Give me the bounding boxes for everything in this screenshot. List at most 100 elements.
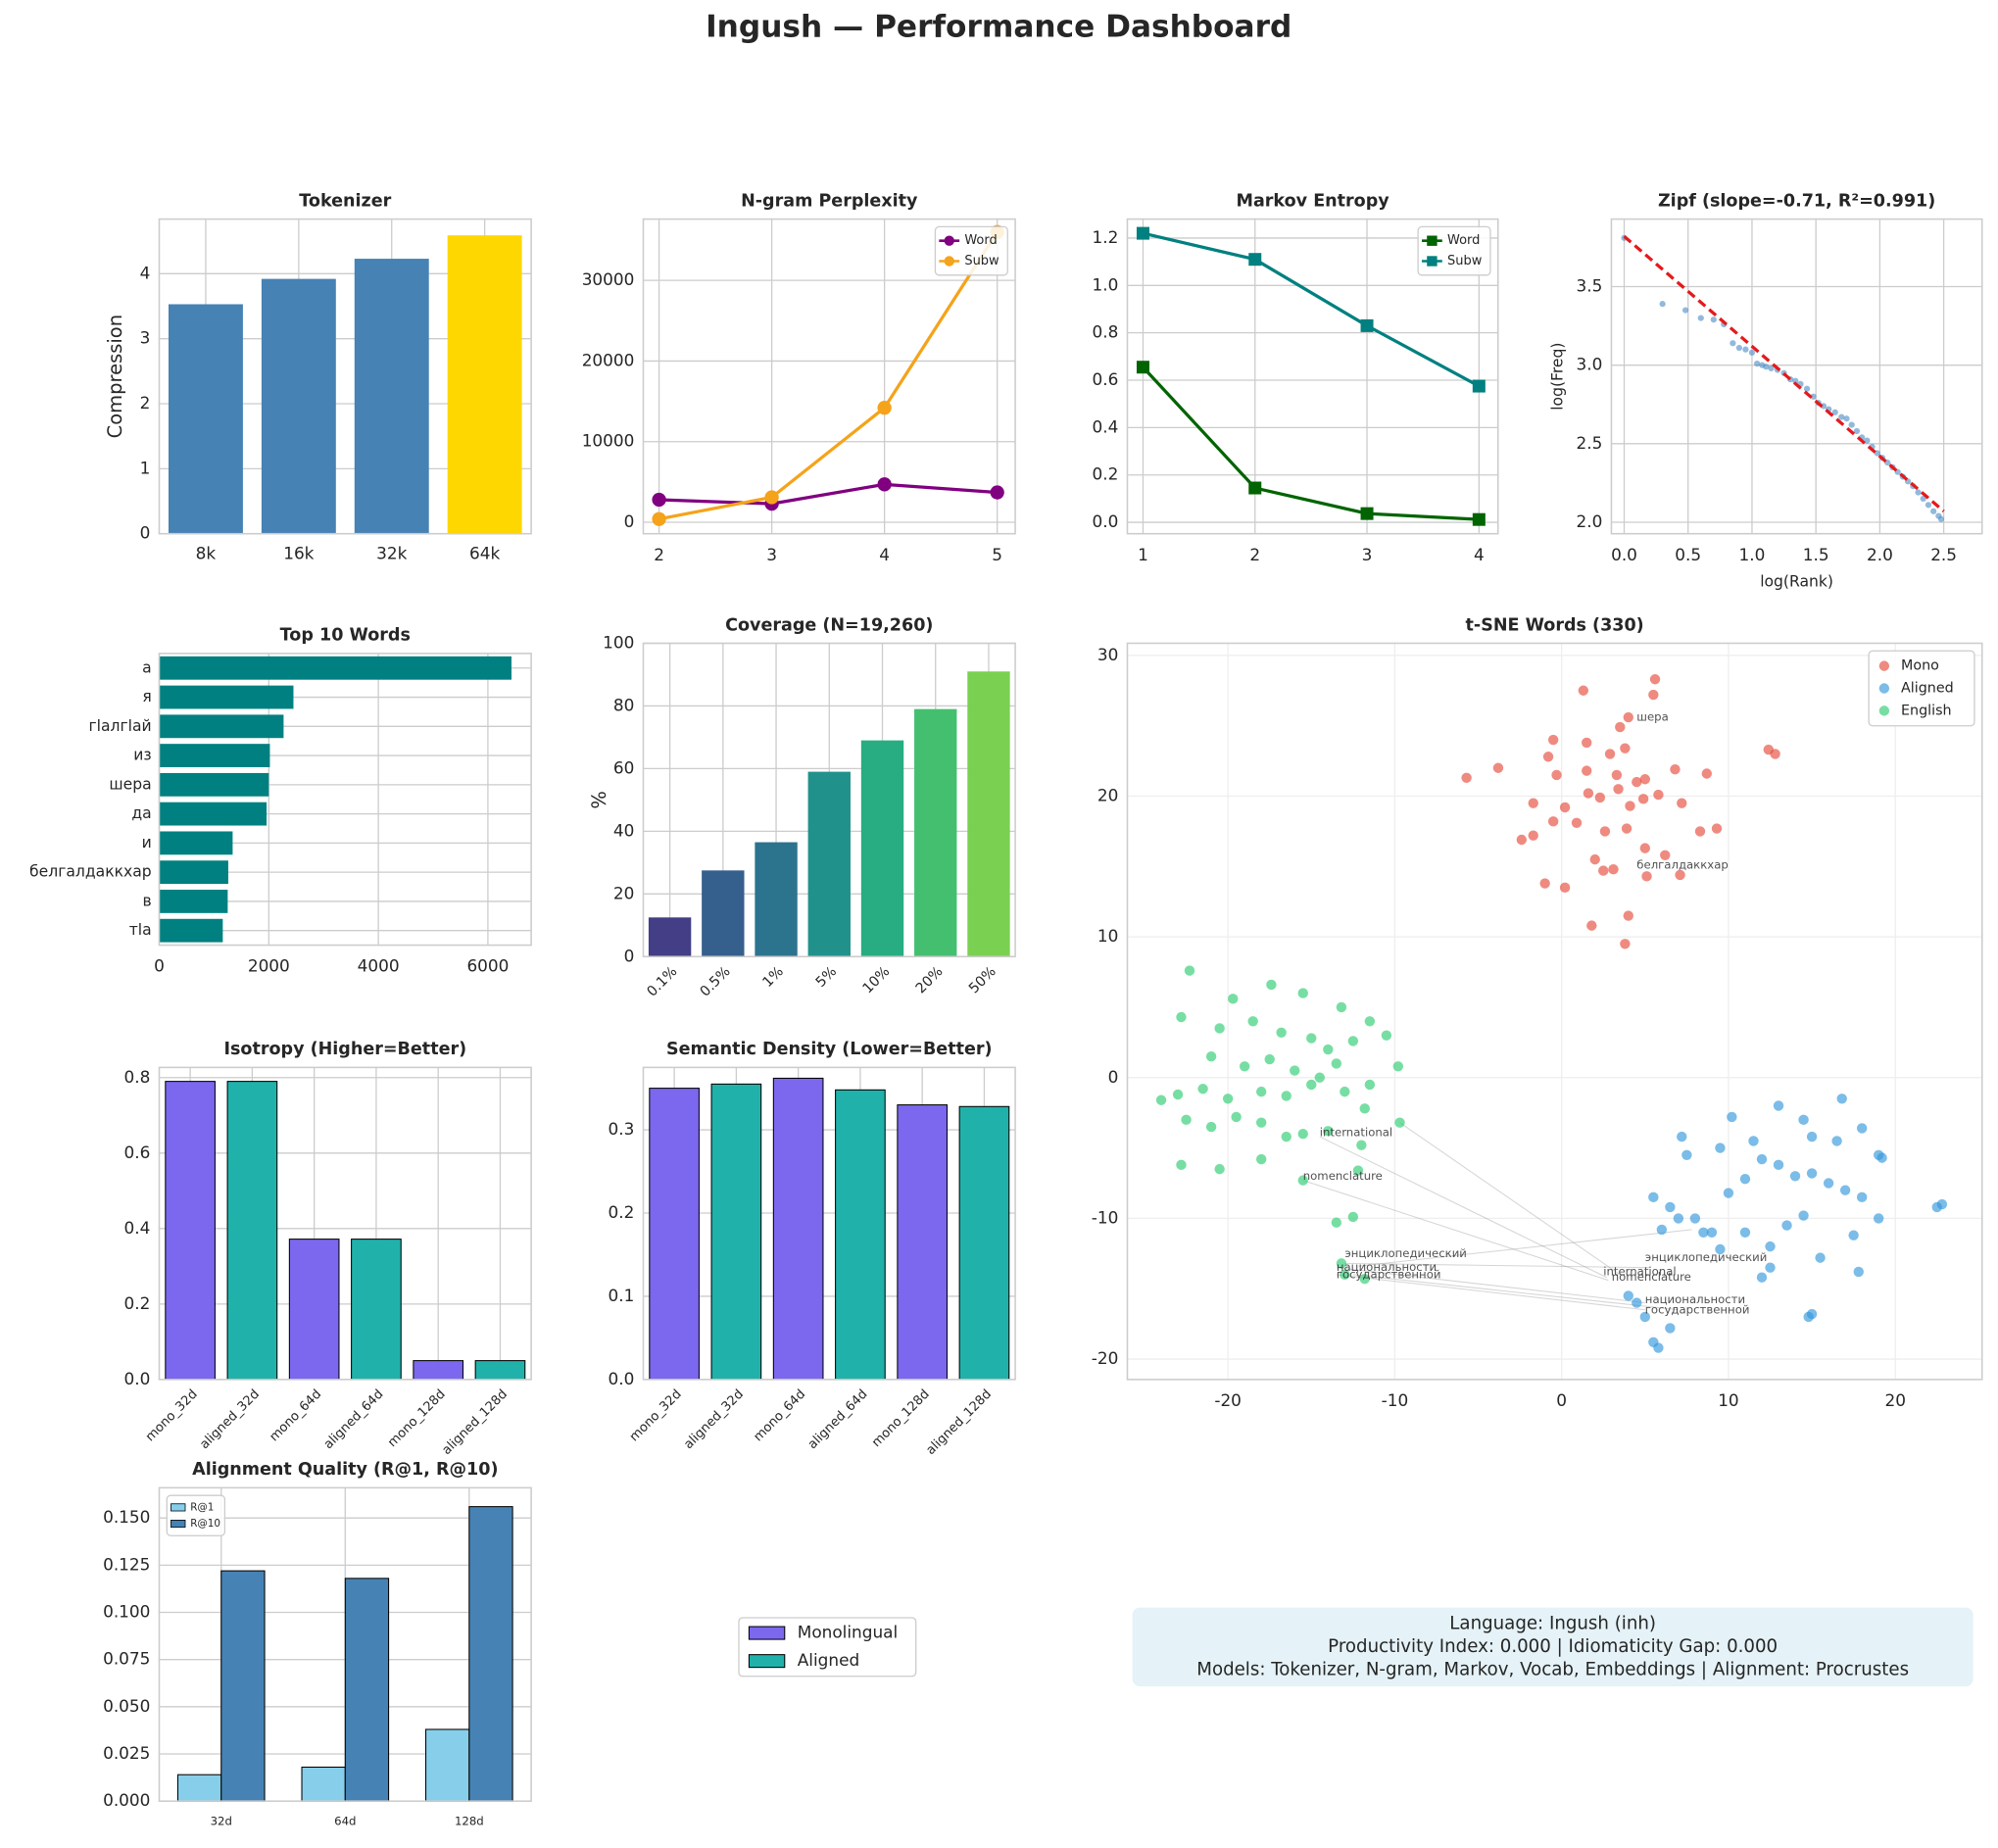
point [1831, 409, 1838, 415]
bar [897, 1104, 949, 1381]
plot-frame [642, 218, 1016, 535]
x-tick-label: 8k [196, 543, 217, 562]
legend-swatch [171, 1519, 186, 1529]
point [1359, 1273, 1370, 1285]
plot-area [1611, 219, 1982, 534]
legend-label: Aligned [1901, 681, 1954, 697]
x-tick-label: 0 [1556, 1390, 1567, 1410]
y-tick-label: 0.000 [103, 1790, 150, 1810]
link [1352, 1274, 1679, 1311]
point [1176, 1011, 1187, 1023]
legend-marker [1427, 256, 1438, 267]
point [1768, 365, 1775, 372]
link [1336, 1267, 1645, 1304]
point [1670, 763, 1681, 775]
point [1659, 301, 1666, 308]
point [1848, 1230, 1859, 1240]
point [1551, 769, 1562, 781]
x-tick-label: 2.0 [1867, 545, 1893, 564]
fit-line [1623, 234, 1945, 512]
bar [447, 235, 522, 534]
y-tick-label: 40 [613, 820, 634, 840]
x-tick-label: 0 [154, 956, 165, 976]
point [1694, 826, 1706, 837]
point [1228, 994, 1239, 1004]
point [1739, 1227, 1751, 1238]
legend-marker [1878, 683, 1890, 694]
y-tick-label: 0.6 [1093, 369, 1119, 389]
chart-title: Zipf (slope=-0.71, R²=0.991) [1658, 191, 1935, 211]
bar [159, 918, 223, 943]
bar [468, 1506, 513, 1802]
legend-box [1868, 650, 1975, 727]
point [1876, 1152, 1887, 1163]
point [1920, 495, 1926, 503]
point [1715, 1243, 1726, 1255]
x-tick-label: -10 [1382, 1390, 1409, 1410]
y-axis-label: % [588, 791, 610, 809]
y-tick-label: 0.125 [103, 1554, 150, 1574]
point [1472, 379, 1486, 393]
point [1621, 823, 1633, 834]
point [1155, 1094, 1167, 1105]
point [1632, 776, 1642, 788]
legend-swatch [171, 1503, 186, 1512]
point [1689, 1213, 1701, 1224]
point [1594, 792, 1606, 803]
point [1214, 1023, 1225, 1034]
chart-title: Tokenizer [299, 191, 391, 211]
bar [168, 304, 243, 534]
point [1697, 315, 1704, 321]
point [1264, 1053, 1275, 1065]
bar [835, 1089, 886, 1381]
point [652, 492, 666, 508]
point [1214, 1163, 1225, 1175]
point [1836, 1094, 1847, 1104]
bar [474, 1360, 526, 1381]
point [1853, 427, 1861, 435]
point [1359, 1103, 1370, 1114]
bar [159, 714, 284, 739]
point [1823, 1178, 1834, 1189]
point [1360, 507, 1374, 520]
y-tick-label: 10 [1097, 926, 1118, 946]
point [1266, 979, 1277, 991]
annotation: государственной [1337, 1267, 1441, 1281]
point [1632, 1297, 1642, 1308]
y-tick-label: 1.0 [1093, 274, 1119, 294]
point [1711, 823, 1723, 834]
point [1608, 863, 1619, 875]
annotation: энциклопедический [1645, 1250, 1768, 1264]
y-tick-label: 100 [603, 632, 634, 652]
point [1586, 920, 1597, 931]
bar [159, 860, 228, 885]
y-tick-label: а [142, 658, 152, 676]
legend-marker [944, 235, 954, 246]
point [1623, 1290, 1633, 1301]
point [652, 511, 666, 526]
legend-marker [1427, 235, 1438, 246]
bar [165, 1081, 216, 1381]
bar [159, 656, 512, 680]
point [1723, 1188, 1734, 1198]
point [1281, 1131, 1291, 1143]
bar [159, 772, 269, 797]
point [1340, 1269, 1350, 1281]
bar [755, 842, 798, 957]
bar [226, 1081, 278, 1381]
point [1247, 1016, 1258, 1027]
point [1290, 1065, 1300, 1076]
x-tick-label: 4000 [358, 956, 400, 976]
point [1364, 1016, 1376, 1027]
legend-swatch [748, 1654, 786, 1669]
info-line: Models: Tokenizer, N-gram, Markov, Vocab… [1196, 1659, 1909, 1679]
y-axis-label: Compression [104, 315, 126, 438]
point [1306, 1033, 1317, 1044]
point [1571, 817, 1583, 828]
point [1792, 377, 1799, 384]
point [1698, 1227, 1709, 1238]
point [1559, 802, 1571, 813]
point [1810, 393, 1817, 400]
x-tick-label: 16k [283, 543, 314, 562]
